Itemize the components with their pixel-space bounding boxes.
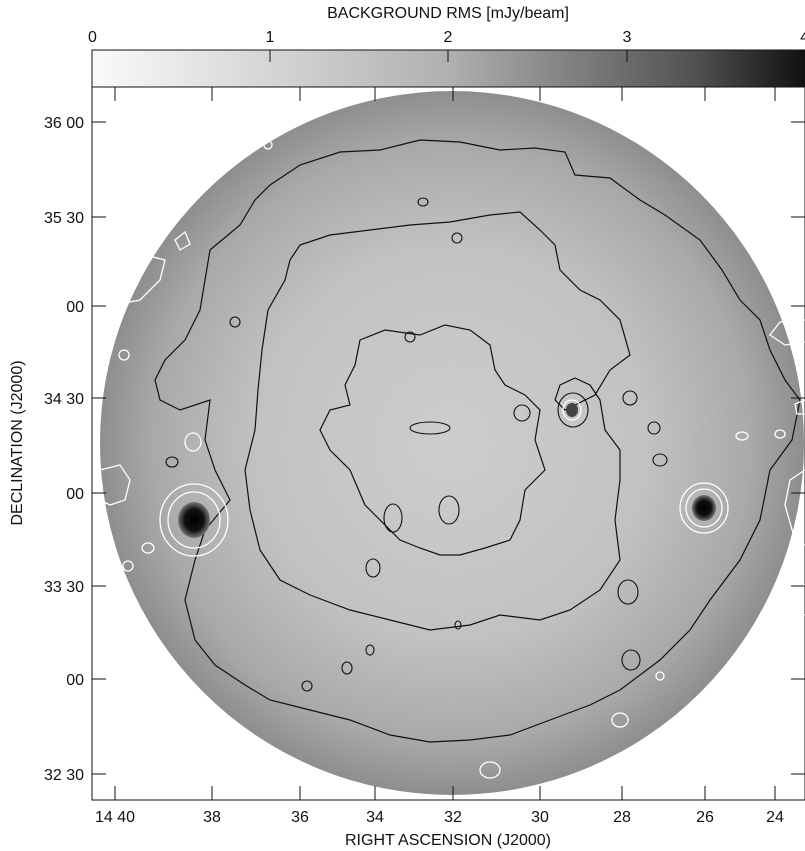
colorbar-tick-label: 4	[800, 29, 805, 46]
colorbar-tick-label: 1	[266, 29, 275, 46]
colorbar-tick-label: 3	[623, 29, 632, 46]
y-tick-label: 33 30	[44, 579, 84, 596]
colorbar-tick-label: 0	[88, 29, 97, 46]
y-axis-ticks: 36 00 35 30 00 34 30 00 33 30 00 32 30	[44, 115, 805, 784]
colorbar-tick-label: 2	[444, 29, 453, 46]
x-tick-label: 28	[613, 809, 631, 826]
colorbar-ticks: 0 1 2 3 4	[88, 29, 805, 62]
source-east	[178, 502, 210, 538]
source-west	[692, 495, 716, 521]
x-axis-ticks: 14 40 38 36 34 32 30 28 26 24	[95, 87, 784, 826]
contour-light	[99, 140, 805, 779]
y-tick-label: 00	[66, 486, 84, 503]
y-tick-label: 34 30	[44, 391, 84, 408]
y-axis-title: DECLINATION (J2000)	[9, 360, 26, 525]
y-tick-label: 00	[66, 672, 84, 689]
x-tick-label: 36	[291, 809, 309, 826]
contour-middle	[244, 211, 631, 631]
colorbar: BACKGROUND RMS [mJy/beam] 0 1 2 3 4	[88, 5, 805, 88]
x-axis-title: RIGHT ASCENSION (J2000)	[345, 832, 551, 849]
x-tick-label: 32	[444, 809, 462, 826]
plot-area	[91, 86, 805, 801]
x-tick-label: 24	[766, 809, 784, 826]
x-tick-label: 34	[366, 809, 384, 826]
rms-disk	[100, 91, 804, 795]
x-tick-label: 26	[696, 809, 714, 826]
y-tick-label: 32 30	[44, 767, 84, 784]
y-tick-label: 00	[66, 299, 84, 316]
point-sources	[178, 403, 716, 538]
colorbar-title: BACKGROUND RMS [mJy/beam]	[327, 5, 569, 22]
y-tick-label: 35 30	[44, 210, 84, 227]
source-center	[566, 403, 578, 417]
contour-islands	[165, 197, 668, 692]
y-tick-label: 36 00	[44, 115, 84, 132]
contour-inner	[319, 324, 546, 556]
contour-outer	[154, 139, 801, 743]
x-tick-label: 30	[531, 809, 549, 826]
x-tick-label: 38	[203, 809, 221, 826]
x-tick-label: 14 40	[95, 809, 135, 826]
